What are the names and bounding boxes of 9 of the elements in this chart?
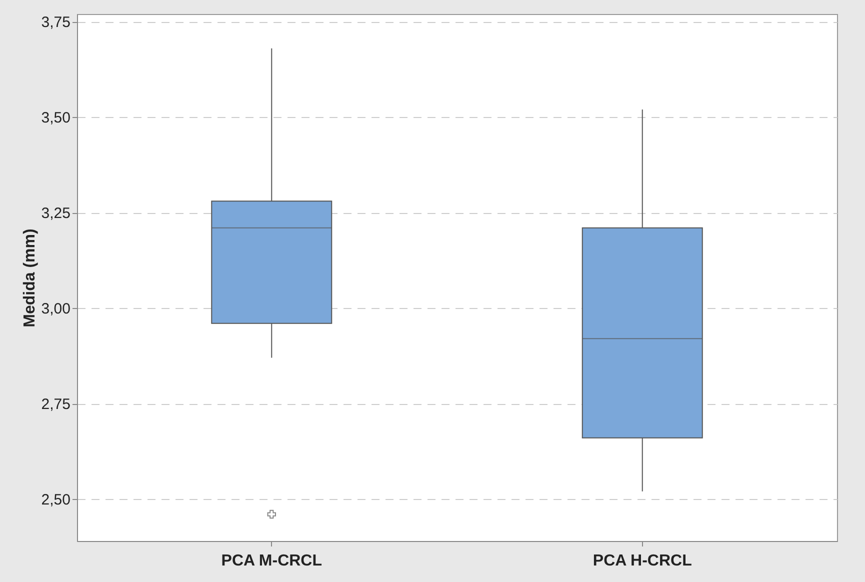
x-tick-label: PCA M-CRCL [221,552,322,570]
y-tick-label: 2,50 [41,491,70,508]
y-tick-label: 2,75 [41,396,70,414]
y-tick-label: 3,25 [41,205,70,222]
y-tick-label: 3,50 [41,110,70,127]
x-tick-label: PCA H-CRCL [592,552,692,570]
y-tick-label: 3,75 [41,14,70,32]
y-axis-title: Medida (mm) [21,228,38,328]
y-tick-label: 3,00 [41,300,70,318]
